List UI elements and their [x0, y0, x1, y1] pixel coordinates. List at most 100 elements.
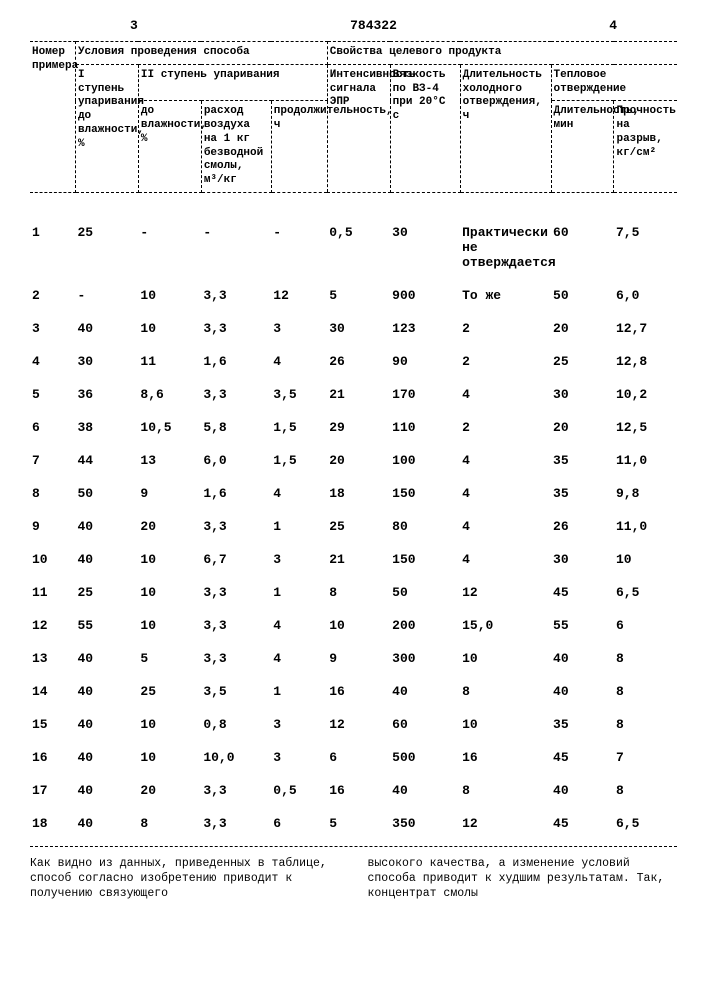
table-cell: 3 — [30, 312, 75, 345]
table-cell: 25 — [551, 345, 614, 378]
col-header-cold-cure: Длительность холодного отверждения, ч — [460, 64, 551, 192]
table-cell: 40 — [75, 543, 138, 576]
table-cell: 2 — [30, 279, 75, 312]
table-row: 1440253,5116408408 — [30, 675, 677, 708]
table-cell: 10 — [138, 543, 201, 576]
table-row: 1540100,83126010358 — [30, 708, 677, 741]
table-cell: 5,8 — [201, 411, 271, 444]
table-cell: 20 — [327, 444, 390, 477]
table-cell: 90 — [390, 345, 460, 378]
table-cell: 13 — [138, 444, 201, 477]
table-cell: 25 — [138, 675, 201, 708]
table-cell: 10 — [138, 708, 201, 741]
table-cell: 4 — [30, 345, 75, 378]
table-cell: 29 — [327, 411, 390, 444]
table-cell: 5 — [30, 378, 75, 411]
table-cell: 9 — [327, 642, 390, 675]
table-cell: 14 — [30, 675, 75, 708]
table-cell: 3 — [271, 543, 327, 576]
table-cell: 9 — [30, 510, 75, 543]
table-cell: 20 — [551, 411, 614, 444]
table-cell: 900 — [390, 279, 460, 312]
table-cell: 16 — [30, 741, 75, 774]
table-cell: 20 — [138, 510, 201, 543]
col-header-strength: Прочность на разрыв, кг/см² — [614, 101, 677, 193]
table-body: 125---0,530Практически не отверждается60… — [30, 192, 677, 840]
table-cell: 1,5 — [271, 444, 327, 477]
table-cell: 6,5 — [614, 576, 677, 609]
table-cell: 6,0 — [201, 444, 271, 477]
table-cell: 10 — [138, 741, 201, 774]
table-cell: 35 — [551, 444, 614, 477]
footer-right: высокого качества, а изменение условий с… — [368, 857, 678, 902]
table-cell: 110 — [390, 411, 460, 444]
table-cell: 13 — [30, 642, 75, 675]
table-row: 940203,31258042611,0 — [30, 510, 677, 543]
footer-left: Как видно из данных, приведенных в табли… — [30, 857, 340, 902]
table-cell: 8 — [614, 774, 677, 807]
table-cell: 3,3 — [201, 609, 271, 642]
table-cell: 15 — [30, 708, 75, 741]
table-cell: 20 — [138, 774, 201, 807]
table-cell: 3,3 — [201, 378, 271, 411]
table-row: 1040106,732115043010 — [30, 543, 677, 576]
table-cell: 45 — [551, 807, 614, 840]
table-cell: 20 — [551, 312, 614, 345]
table-cell: 10 — [327, 609, 390, 642]
table-cell: 150 — [390, 543, 460, 576]
table-cell: 10 — [138, 609, 201, 642]
footer-text: Как видно из данных, приведенных в табли… — [30, 846, 677, 902]
table-cell: 3,3 — [201, 510, 271, 543]
table-cell: 7 — [30, 444, 75, 477]
table-cell: 4 — [460, 510, 551, 543]
table-cell: 500 — [390, 741, 460, 774]
table-cell: Практически не отверждается — [460, 216, 551, 279]
table-row: 5368,63,33,52117043010,2 — [30, 378, 677, 411]
table-cell: 3,3 — [201, 642, 271, 675]
table-row: 1255103,341020015,0556 — [30, 609, 677, 642]
table-cell: 50 — [551, 279, 614, 312]
table-cell: 40 — [390, 774, 460, 807]
table-cell: 11,0 — [614, 444, 677, 477]
table-cell: 3,3 — [201, 774, 271, 807]
table-cell: 40 — [75, 708, 138, 741]
table-cell: 40 — [75, 675, 138, 708]
table-cell: 10 — [138, 279, 201, 312]
table-row: 125---0,530Практически не отверждается60… — [30, 216, 677, 279]
table-cell: 6,0 — [614, 279, 677, 312]
table-cell: 0,8 — [201, 708, 271, 741]
table-cell: 4 — [271, 609, 327, 642]
table-cell: 30 — [75, 345, 138, 378]
table-cell: 5 — [138, 642, 201, 675]
table-cell: 40 — [390, 675, 460, 708]
table-cell: 40 — [551, 675, 614, 708]
table-cell: 10 — [138, 312, 201, 345]
table-head: Номер примера Условия проведения способа… — [30, 42, 677, 193]
table-cell: 18 — [327, 477, 390, 510]
table-cell: 9,8 — [614, 477, 677, 510]
table-cell: 7,5 — [614, 216, 677, 279]
col-group-properties: Свойства целевого продукта — [327, 42, 677, 65]
table-cell: 26 — [327, 345, 390, 378]
table-cell: 350 — [390, 807, 460, 840]
table-cell: 10 — [138, 576, 201, 609]
table-cell: 30 — [390, 216, 460, 279]
table-cell: 4 — [460, 444, 551, 477]
table-cell: 8,6 — [138, 378, 201, 411]
table-cell: 1 — [271, 675, 327, 708]
table-cell: 44 — [75, 444, 138, 477]
table-cell: То же — [460, 279, 551, 312]
table-cell: 10,0 — [201, 741, 271, 774]
col-header-viscosity: Вязкость по ВЗ-4 при 20°С с — [390, 64, 460, 192]
page-container: 3 784322 4 Номер примера Условия проведе… — [0, 0, 707, 1000]
table-cell: 30 — [551, 378, 614, 411]
table-cell: 4 — [460, 543, 551, 576]
table-cell: 6 — [614, 609, 677, 642]
table-cell: 25 — [75, 576, 138, 609]
table-cell: 25 — [75, 216, 138, 279]
table-cell: 10,5 — [138, 411, 201, 444]
table-cell: 12,7 — [614, 312, 677, 345]
table-cell: 30 — [551, 543, 614, 576]
table-row: 1125103,3185012456,5 — [30, 576, 677, 609]
table-row: 134053,34930010408 — [30, 642, 677, 675]
